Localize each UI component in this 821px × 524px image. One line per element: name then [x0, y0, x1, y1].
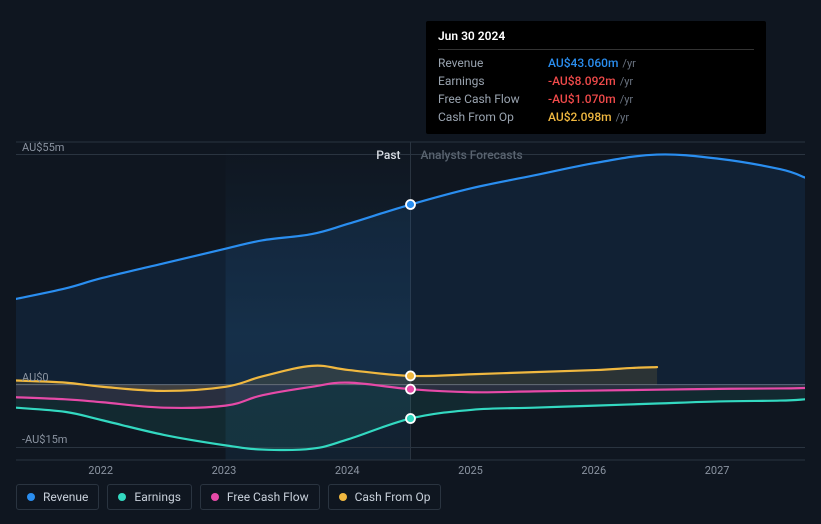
- legend-dot-icon: [211, 493, 219, 501]
- tooltip-row-value: -AU$1.070m: [548, 92, 616, 106]
- legend-item-label: Earnings: [134, 490, 181, 504]
- tooltip-row-label: Revenue: [438, 56, 548, 70]
- x-axis-label: 2023: [212, 464, 237, 477]
- x-axis-label: 2027: [705, 464, 730, 477]
- chart-container: AU$55m AU$0 -AU$15m 2022 2023 2024 2025 2026 20…: [16, 10, 805, 514]
- legend-item-label: Free Cash Flow: [227, 490, 309, 504]
- x-axis-label: 2022: [88, 464, 113, 477]
- tooltip-row-label: Cash From Op: [438, 110, 548, 124]
- tooltip-date: Jun 30 2024: [438, 29, 754, 50]
- tooltip-row-suffix: /yr: [616, 111, 629, 124]
- x-axis-label: 2024: [335, 464, 360, 477]
- y-axis-label: -AU$15m: [22, 433, 67, 446]
- tooltip-row-value: AU$43.060m: [548, 56, 618, 70]
- legend-dot-icon: [118, 493, 126, 501]
- chart-legend: Revenue Earnings Free Cash Flow Cash From O…: [16, 484, 441, 510]
- x-axis-label: 2026: [581, 464, 606, 477]
- tooltip-row-suffix: /yr: [620, 93, 633, 106]
- legend-item-fcf[interactable]: Free Cash Flow: [200, 484, 320, 510]
- tooltip-row-label: Earnings: [438, 74, 548, 88]
- region-label-forecast: Analysts Forecasts: [421, 148, 523, 162]
- tooltip-row-label: Free Cash Flow: [438, 92, 548, 106]
- x-axis-label: 2025: [458, 464, 483, 477]
- legend-dot-icon: [27, 493, 35, 501]
- tooltip-row-value: -AU$8.092m: [548, 74, 616, 88]
- legend-item-earnings[interactable]: Earnings: [107, 484, 192, 510]
- legend-dot-icon: [339, 493, 347, 501]
- tooltip-row-suffix: /yr: [622, 57, 635, 70]
- tooltip-row: RevenueAU$43.060m/yr: [438, 54, 754, 72]
- legend-item-cfo[interactable]: Cash From Op: [328, 484, 442, 510]
- legend-item-revenue[interactable]: Revenue: [16, 484, 99, 510]
- tooltip-row: Free Cash Flow-AU$1.070m/yr: [438, 90, 754, 108]
- legend-item-label: Cash From Op: [355, 490, 431, 504]
- y-axis-label: AU$55m: [22, 141, 64, 154]
- tooltip-row-value: AU$2.098m: [548, 110, 612, 124]
- tooltip-row-suffix: /yr: [620, 75, 633, 88]
- legend-item-label: Revenue: [43, 490, 88, 504]
- tooltip-row: Cash From OpAU$2.098m/yr: [438, 108, 754, 126]
- y-axis-label: AU$0: [22, 371, 49, 384]
- region-label-past: Past: [321, 148, 401, 162]
- tooltip-row: Earnings-AU$8.092m/yr: [438, 72, 754, 90]
- chart-tooltip: Jun 30 2024 RevenueAU$43.060m/yrEarnings…: [426, 21, 766, 134]
